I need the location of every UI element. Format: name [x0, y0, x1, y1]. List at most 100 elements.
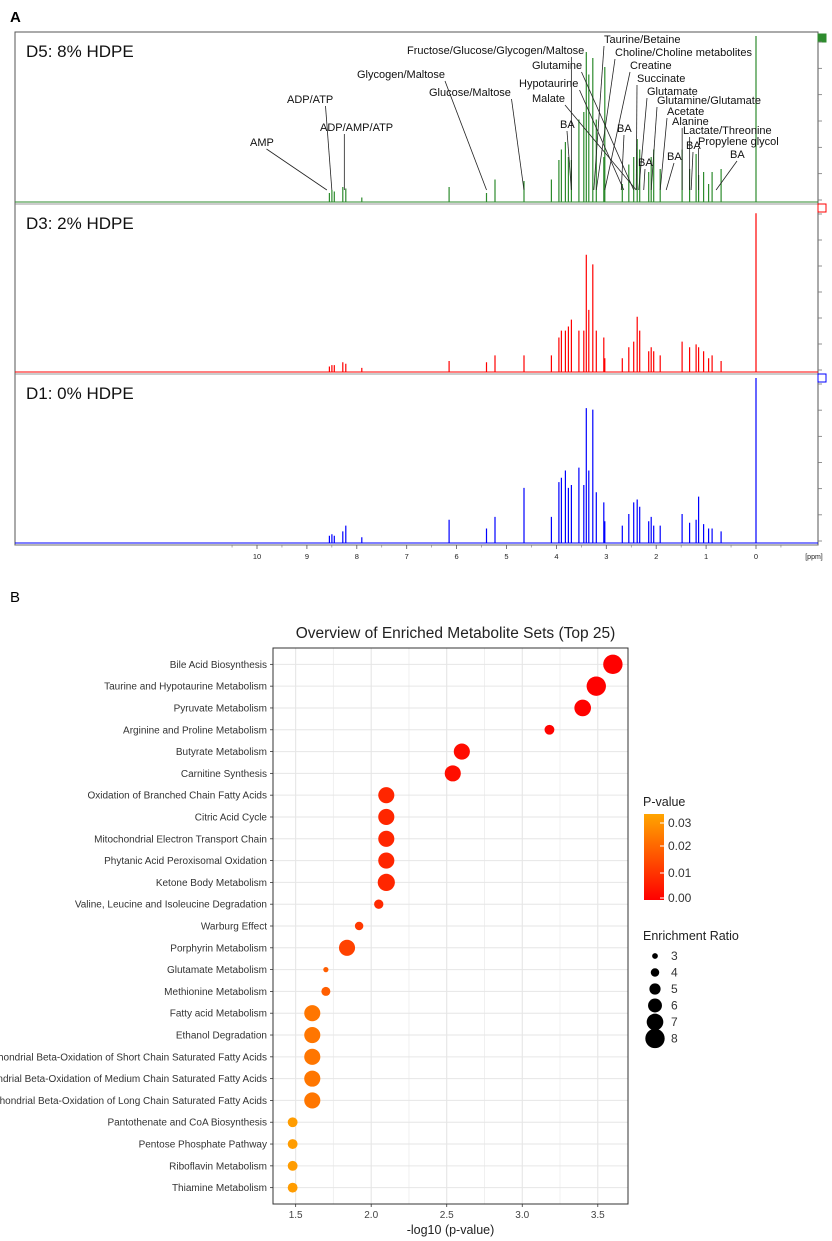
y-tick-label: Ketone Body Metabolism [156, 878, 267, 889]
y-tick-label: Pentose Phosphate Pathway [139, 1140, 267, 1151]
data-point [338, 939, 356, 956]
x-tick-label: 1.5 [289, 1210, 303, 1221]
y-tick-label: Warburg Effect [201, 922, 267, 933]
annotation-leader [665, 162, 675, 191]
peak-annotation: Glutamine/Glutamate [657, 95, 761, 107]
data-point [304, 1048, 321, 1065]
color-bar-label: 0.02 [668, 839, 692, 853]
data-point [378, 787, 395, 804]
size-legend-label: 3 [671, 949, 678, 963]
annotation-leader [579, 89, 625, 191]
data-point [378, 808, 395, 826]
ppm-tick-label: 7 [405, 552, 409, 561]
annotation-leader [266, 148, 328, 191]
x-tick-label: 2.5 [440, 1210, 454, 1221]
y-tick-label: Mitochondrial Beta-Oxidation of Medium C… [0, 1074, 267, 1085]
size-legend-label: 6 [671, 999, 678, 1013]
ppm-tick-label: 9 [305, 552, 309, 561]
data-point [354, 921, 364, 931]
annotation-leader [593, 45, 605, 191]
x-tick-label: 3.0 [515, 1210, 529, 1221]
annotation-leader [715, 160, 738, 191]
peak-annotation: Taurine/Betaine [604, 34, 680, 46]
data-point [321, 986, 331, 996]
y-tick-label: Mitochondrial Electron Transport Chain [94, 834, 267, 845]
annotation-leader [690, 151, 694, 191]
y-tick-label: Citric Acid Cycle [195, 812, 268, 823]
data-point [603, 654, 623, 675]
y-tick-label: Pyruvate Metabolism [174, 703, 267, 714]
annotation-leader [620, 134, 625, 191]
size-legend-dot [648, 998, 662, 1013]
ppm-tick-label: 8 [355, 552, 359, 561]
data-point [453, 743, 470, 760]
x-tick-label: 2.0 [364, 1210, 378, 1221]
annotation-leader [566, 130, 572, 191]
peak-annotation: BA [686, 140, 701, 152]
peak-annotation: BA [560, 119, 575, 131]
spectrum-label-d5: D5: 8% HDPE [26, 42, 134, 61]
y-tick-label: Riboflavin Metabolism [169, 1161, 267, 1172]
ppm-tick-label: 2 [654, 552, 658, 561]
enrichment-bubble-chart: Overview of Enriched Metabolite Sets (To… [0, 625, 739, 1237]
ppm-axis-unit: [ppm] [805, 554, 823, 561]
y-tick-label: Glutamate Metabolism [167, 965, 267, 976]
x-tick-label: 3.5 [591, 1210, 605, 1221]
peak-annotation: Glutamate [647, 86, 698, 98]
peak-annotation: Glucose/Maltose [429, 87, 511, 99]
data-point [586, 676, 606, 696]
spectrum-peaks-d3 [328, 213, 757, 372]
spectrum-marker-d5 [817, 33, 827, 43]
annotation-leader [643, 168, 646, 191]
peak-annotation: Succinate [637, 73, 685, 85]
y-tick-label: Porphyrin Metabolism [170, 943, 267, 954]
y-tick-label: Mitochondrial Beta-Oxidation of Short Ch… [0, 1052, 267, 1063]
chart-title: Overview of Enriched Metabolite Sets (To… [296, 625, 616, 642]
peak-annotation: Glutamine [532, 60, 582, 72]
y-tick-label: Oxidation of Branched Chain Fatty Acids [87, 791, 267, 802]
ppm-tick-label: 3 [604, 552, 608, 561]
annotation-leader [659, 117, 668, 191]
data-point [574, 699, 592, 717]
peak-annotation: Fructose/Glucose/Glycogen/Maltose [407, 45, 584, 57]
peak-annotation: Creatine [630, 60, 672, 72]
y-tick-label: Ethanol Degradation [176, 1031, 267, 1042]
annotation-leader [325, 105, 333, 191]
color-bar-label: 0.01 [668, 866, 692, 880]
ppm-tick-label: 6 [455, 552, 459, 561]
peak-annotation: Choline/Choline metabolites [615, 47, 752, 59]
annotation-leader [444, 80, 487, 191]
peak-annotation: BA [617, 123, 632, 135]
size-legend-label: 7 [671, 1015, 678, 1029]
y-tick-label: Carnitine Synthesis [181, 769, 267, 780]
y-tick-label: Butyrate Metabolism [176, 747, 267, 758]
peak-annotation: Malate [532, 93, 565, 105]
annotation-leader [511, 98, 525, 191]
y-tick-label: Fatty acid Metabolism [170, 1009, 267, 1020]
y-tick-label: Taurine and Hypotaurine Metabolism [104, 682, 267, 693]
y-tick-label: Methionine Metabolism [164, 987, 267, 998]
annotation-leader [564, 104, 637, 191]
peak-annotation: Lactate/Threonine [683, 125, 772, 137]
ppm-tick-label: 10 [253, 552, 261, 561]
size-legend-label: 5 [671, 982, 678, 996]
size-legend-dot [645, 1028, 665, 1049]
y-tick-label: Valine, Leucine and Isoleucine Degradati… [75, 900, 267, 911]
data-point [378, 830, 395, 847]
panel-label-b: B [10, 589, 20, 606]
annotation-leader [581, 71, 635, 191]
data-point [287, 1139, 298, 1149]
data-point [377, 873, 395, 891]
y-tick-label: Mitochondrial Beta-Oxidation of Long Cha… [0, 1096, 267, 1107]
data-point [544, 724, 555, 735]
peak-annotation: BA [638, 157, 653, 169]
size-legend-label: 8 [671, 1032, 678, 1046]
spectrum-label-d1: D1: 0% HDPE [26, 384, 134, 403]
annotation-leader [595, 58, 616, 191]
data-point [378, 852, 395, 869]
data-point [287, 1117, 298, 1128]
y-tick-label: Phytanic Acid Peroxisomal Oxidation [104, 856, 267, 867]
spectrum-peaks-d1 [328, 378, 757, 543]
